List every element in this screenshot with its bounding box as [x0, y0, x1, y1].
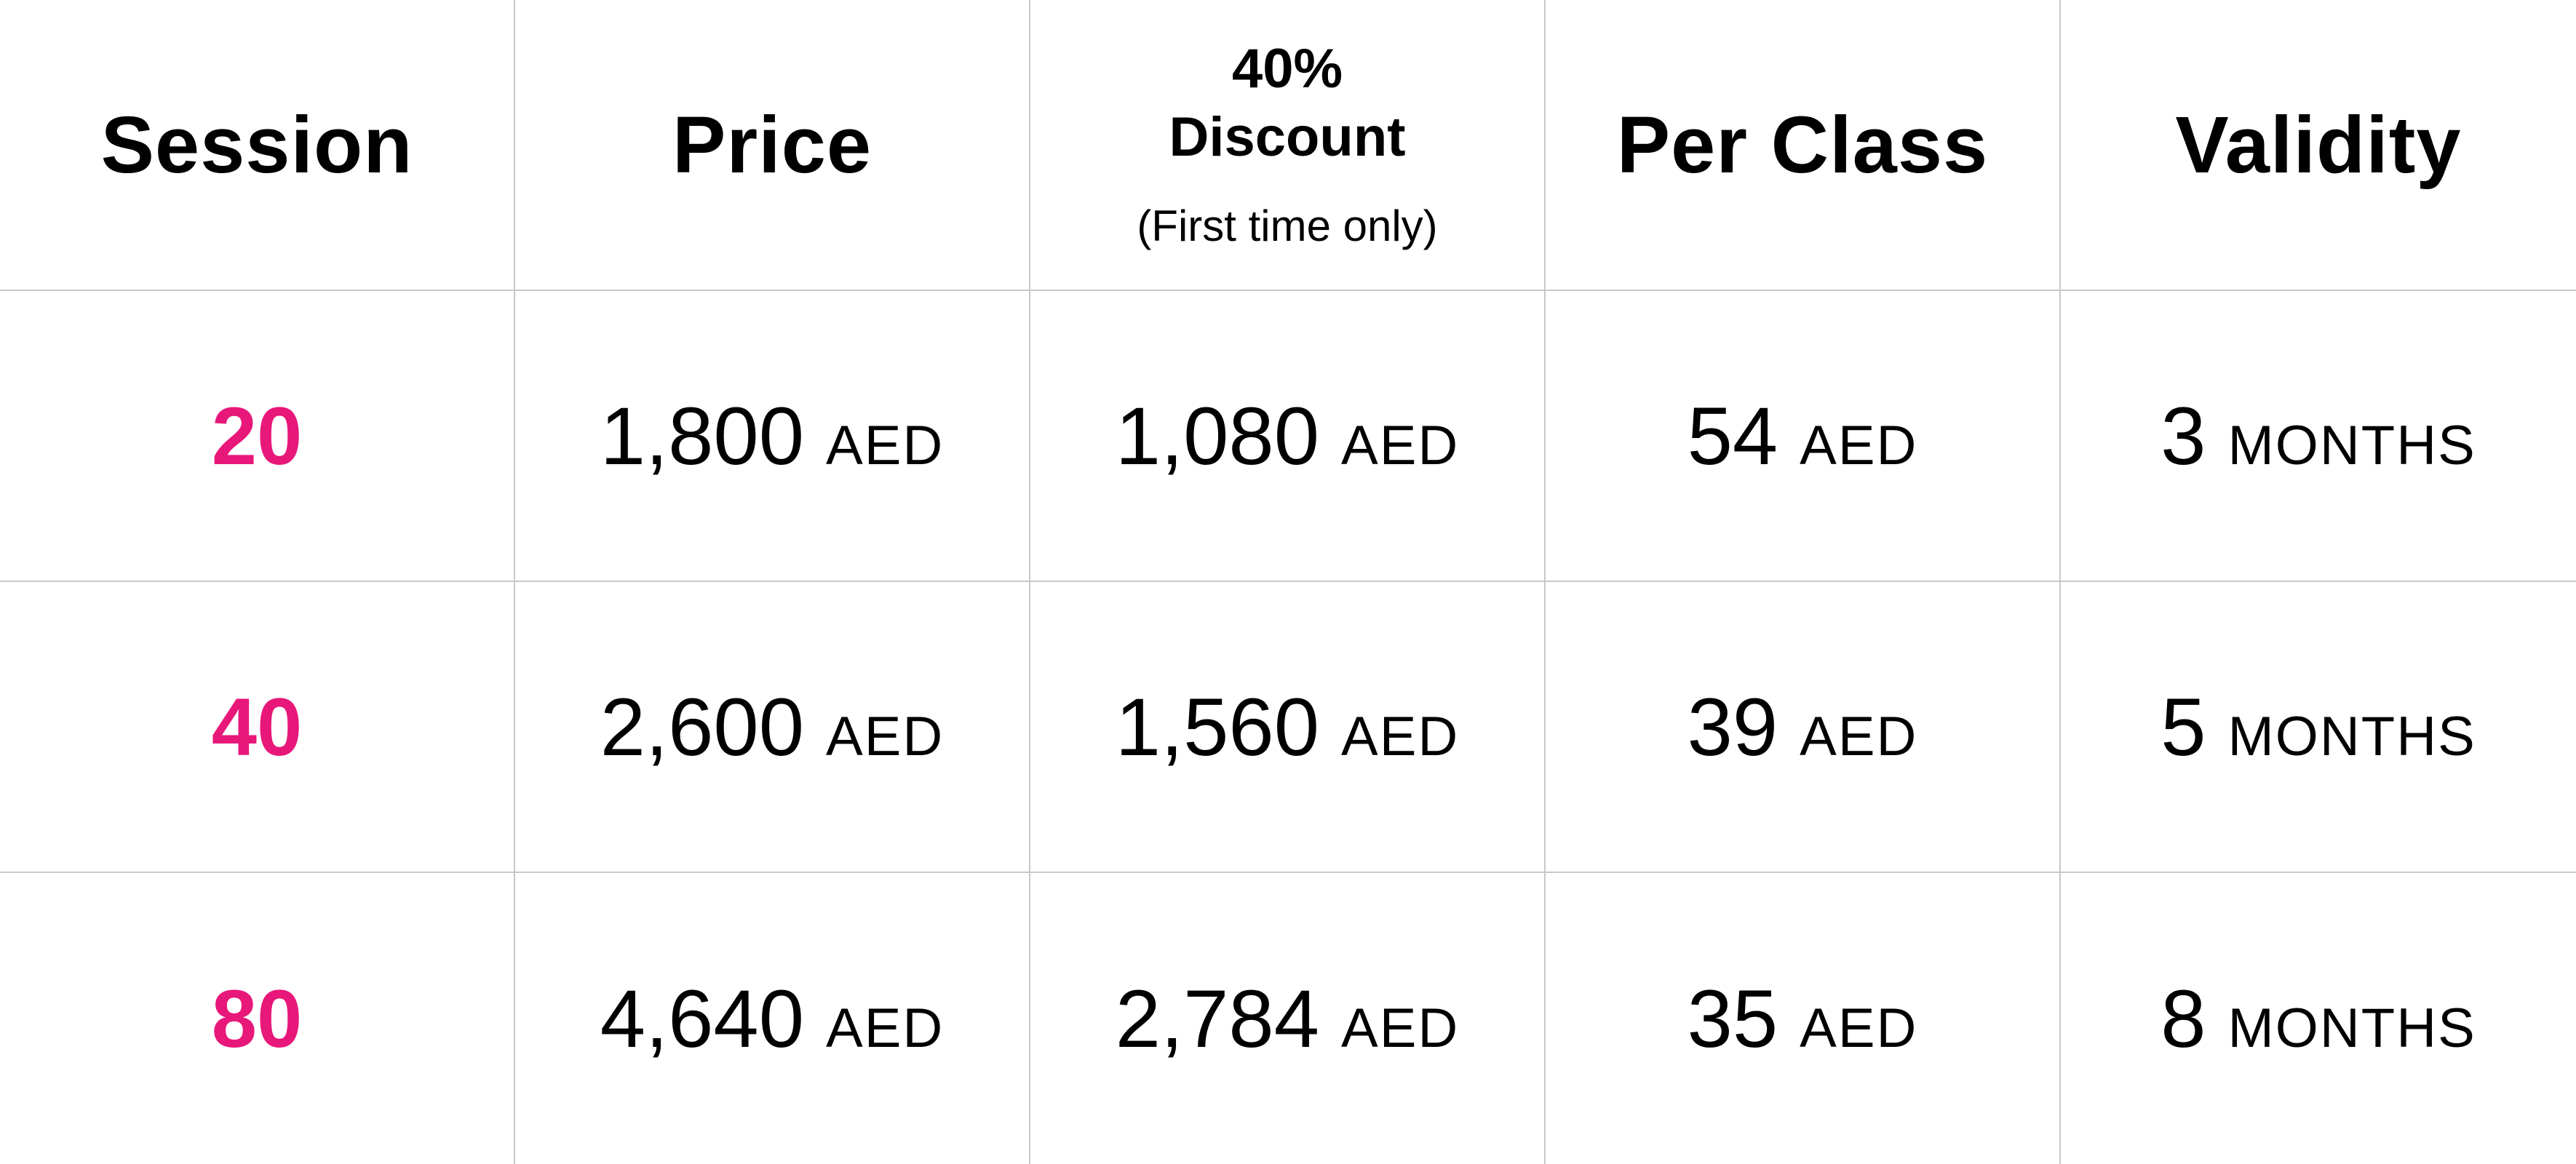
price-currency: AED	[826, 997, 945, 1059]
discount-currency: AED	[1341, 997, 1460, 1059]
price-amount: 1,800	[600, 390, 804, 482]
per-class-amount: 35	[1687, 973, 1778, 1064]
session-count: 20	[211, 390, 303, 482]
discount-amount: 1,560	[1115, 681, 1319, 773]
table-row-2-discount: 1,560 AED	[1030, 582, 1546, 873]
table-row-1-discount: 1,080 AED	[1030, 291, 1546, 582]
per-class-currency: AED	[1800, 997, 1918, 1059]
price-currency: AED	[826, 705, 945, 768]
table-row-1-per-class: 54 AED	[1546, 291, 2061, 582]
header-price: Price	[515, 0, 1030, 291]
header-per-class: Per Class	[1546, 0, 2061, 291]
table-row-2-session: 40	[0, 582, 515, 873]
price-amount: 4,640	[600, 973, 804, 1064]
price-currency: AED	[826, 414, 945, 477]
header-discount-percent: 40%	[1231, 38, 1343, 100]
discount-currency: AED	[1341, 705, 1460, 768]
table-row-3-discount: 2,784 AED	[1030, 873, 1546, 1164]
validity-amount: 8	[2160, 973, 2206, 1064]
table-row-2-per-class: 39 AED	[1546, 582, 2061, 873]
discount-amount: 1,080	[1115, 390, 1319, 482]
table-row-2-price: 2,600 AED	[515, 582, 1030, 873]
validity-amount: 5	[2160, 681, 2206, 773]
validity-unit: MONTHS	[2227, 414, 2476, 477]
header-discount: 40% Discount (First time only)	[1030, 0, 1546, 291]
per-class-amount: 54	[1687, 390, 1778, 482]
validity-unit: MONTHS	[2227, 997, 2476, 1059]
table-row-1-price: 1,800 AED	[515, 291, 1030, 582]
table-row-1-session: 20	[0, 291, 515, 582]
per-class-amount: 39	[1687, 681, 1778, 773]
table-row-3-per-class: 35 AED	[1546, 873, 2061, 1164]
header-discount-label: Discount	[1169, 106, 1406, 168]
table-row-3-session: 80	[0, 873, 515, 1164]
table-row-2-validity: 5 MONTHS	[2061, 582, 2576, 873]
per-class-currency: AED	[1800, 705, 1918, 768]
discount-currency: AED	[1341, 414, 1460, 477]
header-session: Session	[0, 0, 515, 291]
header-validity: Validity	[2061, 0, 2576, 291]
header-discount-note: (First time only)	[1137, 202, 1438, 250]
per-class-currency: AED	[1800, 414, 1918, 477]
discount-amount: 2,784	[1115, 973, 1319, 1064]
table-row-3-price: 4,640 AED	[515, 873, 1030, 1164]
validity-unit: MONTHS	[2227, 705, 2476, 768]
table-row-1-validity: 3 MONTHS	[2061, 291, 2576, 582]
validity-amount: 3	[2160, 390, 2206, 482]
session-count: 40	[211, 681, 303, 773]
session-count: 80	[211, 973, 303, 1064]
table-row-3-validity: 8 MONTHS	[2061, 873, 2576, 1164]
price-amount: 2,600	[600, 681, 804, 773]
